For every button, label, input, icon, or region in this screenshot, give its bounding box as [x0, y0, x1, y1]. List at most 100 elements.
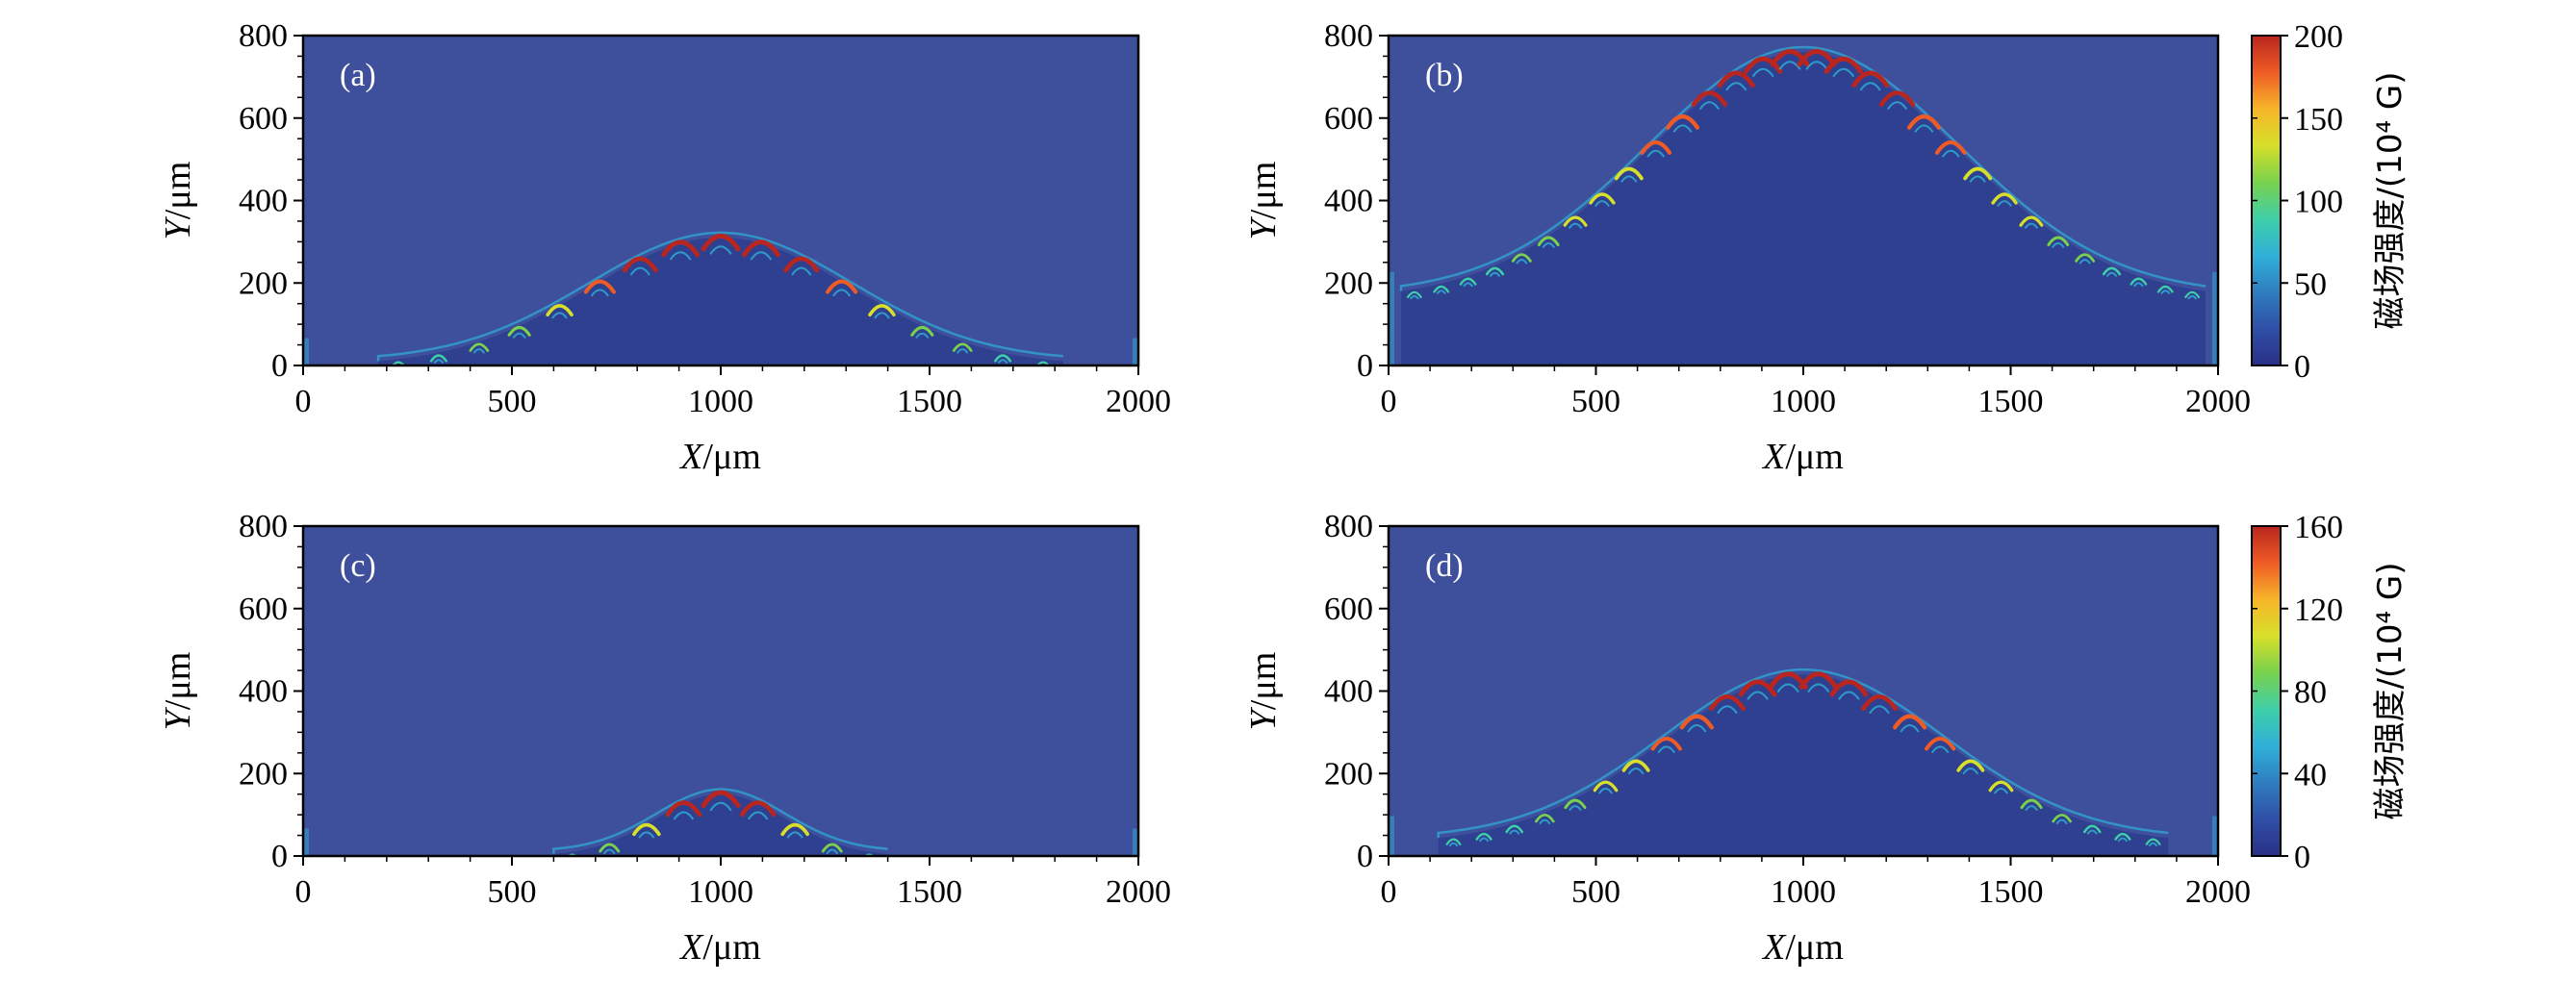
vortex [741, 239, 780, 258]
vortex [1614, 166, 1644, 181]
vortex-inner [826, 848, 839, 855]
colorbar-tick-label: 160 [2294, 510, 2343, 545]
vortex [783, 256, 820, 273]
panel-label: (b) [1425, 58, 1464, 93]
vortex-inner [1509, 829, 1520, 835]
vortex [507, 325, 531, 337]
colorbar-label: 磁场强度/(10⁴ G) [2371, 71, 2410, 329]
y-axis-label: Y/μm [1243, 652, 1284, 731]
vortex [1878, 90, 1916, 107]
vortex [1824, 56, 1863, 74]
vortex-inner [1569, 805, 1582, 812]
vortex [429, 354, 447, 363]
wall-glow [1133, 828, 1138, 856]
shock-front [552, 788, 888, 854]
y-tick-label: 200 [239, 756, 288, 792]
vortex [1717, 70, 1755, 88]
vortex [2052, 813, 2072, 823]
y-tick-label: 400 [239, 184, 288, 219]
vortex [546, 304, 574, 317]
vortex [2075, 253, 2096, 263]
shock-dome [378, 238, 1063, 365]
vortex-inner [750, 251, 773, 261]
x-tick-label: 1500 [897, 874, 962, 910]
vortex [1593, 780, 1619, 793]
vortex [1666, 114, 1700, 130]
y-tick-label: 200 [1324, 265, 1373, 301]
vortex-inner [1930, 745, 1950, 754]
vortex [567, 853, 577, 856]
vortex-inner [1886, 101, 1908, 111]
vortex-inner [2051, 242, 2065, 249]
vortex-inner [1805, 61, 1828, 70]
shock-front [376, 231, 1064, 362]
x-tick-label: 1000 [688, 874, 753, 910]
panel-label: (c) [340, 548, 376, 584]
colorbar-tick-label: 80 [2294, 675, 2327, 711]
vortex [1988, 780, 2014, 793]
y-tick-label: 0 [1357, 348, 1373, 384]
vortex-inner [709, 801, 732, 812]
vortex [780, 822, 809, 837]
vortex [739, 800, 777, 818]
vortex-inner [638, 831, 655, 839]
vortex-inner [1941, 149, 1960, 158]
vortex-inner [551, 312, 568, 319]
vortex-inner [1463, 282, 1474, 288]
shock-dome [1400, 52, 2206, 365]
vortex [1445, 838, 1462, 845]
vortex [1511, 253, 1532, 263]
vortex-inner [2117, 837, 2129, 843]
vortex [1744, 56, 1783, 74]
vortex [826, 279, 858, 294]
panel-a: 0 500 1000 1500 2000 0 200 400 600 800 X/μm Y/μm (a) [158, 18, 1171, 477]
vortex-inner [433, 359, 445, 365]
vortex [2102, 266, 2122, 276]
vortex-inner [1539, 818, 1551, 825]
vortex-inner [2132, 282, 2144, 288]
vortex-inner [1542, 242, 1556, 249]
y-tick-label: 400 [239, 674, 288, 710]
vortex-inner [1751, 67, 1774, 78]
vortex-inner [2148, 842, 2158, 847]
colorbar-tick-label: 40 [2294, 757, 2327, 793]
vortex [622, 256, 658, 273]
vortex [1035, 361, 1050, 365]
vortex [1535, 813, 1555, 823]
y-axis-label: Y/μm [158, 652, 198, 731]
vortex-inner [395, 366, 403, 369]
panel-label: (d) [1425, 548, 1464, 584]
x-tick-label: 0 [1381, 384, 1397, 419]
vortex-inner [568, 859, 576, 862]
vortex-inner [629, 266, 650, 276]
vortex-inner [1859, 82, 1881, 91]
vortex-inner [1594, 200, 1610, 208]
vortex [1505, 824, 1524, 834]
panel-c: 0 500 1000 1500 2000 0 200 400 600 800 X/μm Y/μm (c) [158, 509, 1171, 968]
y-tick-label: 0 [271, 348, 288, 384]
vortex-inner [2160, 290, 2171, 295]
field-map [1389, 667, 2218, 856]
vortex-inner [1687, 724, 1707, 733]
vortex [469, 342, 490, 352]
field-map [303, 788, 1138, 862]
vortex-inner [709, 245, 732, 255]
y-axis-label: Y/μm [158, 162, 198, 240]
vortex [1564, 798, 1587, 810]
y-tick-label: 600 [239, 592, 288, 627]
y-axis-label: Y/μm [1243, 162, 1284, 240]
x-axis-label: X/μm [678, 927, 761, 968]
vortex-inner [1698, 101, 1721, 111]
vortex-inner [1597, 788, 1614, 794]
vortex-inner [1807, 683, 1830, 693]
vortex [1679, 714, 1714, 730]
vortex [952, 342, 973, 352]
vortex-inner [1627, 768, 1645, 775]
vortex [1963, 166, 1993, 181]
vortex [1798, 671, 1839, 690]
vortex-inner [1478, 837, 1490, 843]
wall-glow [303, 828, 309, 856]
vortex [1475, 832, 1492, 841]
vortex [2184, 290, 2201, 299]
